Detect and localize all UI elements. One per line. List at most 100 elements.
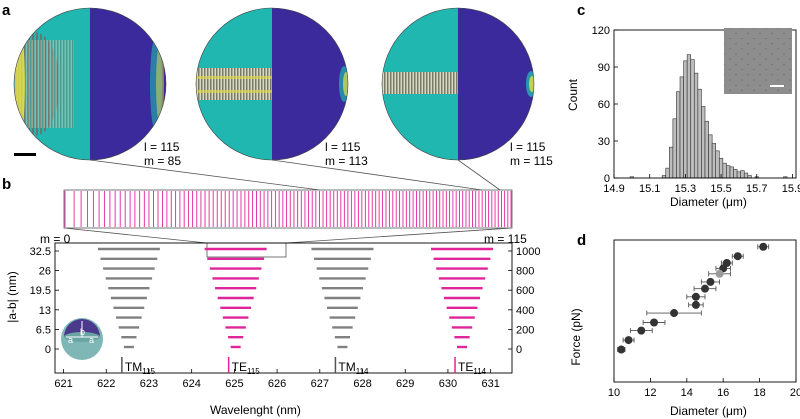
histogram-bar bbox=[711, 143, 717, 179]
histogram-bar bbox=[683, 60, 688, 179]
panel-b: 621 622 623 624 625 626 627 628 629 630 631 32.5 26… bbox=[30, 189, 540, 390]
data-point bbox=[733, 252, 742, 261]
histogram-bar bbox=[676, 91, 681, 179]
panel-d-xlabel: Diameter (μm) bbox=[670, 404, 747, 418]
histogram-bar bbox=[690, 59, 695, 179]
data-point bbox=[691, 292, 700, 301]
panel-b-xticks: 621 622 623 624 625 626 627 628 629 630 631 bbox=[54, 369, 500, 390]
histogram-bar bbox=[679, 76, 684, 179]
sem-inset bbox=[724, 28, 792, 94]
x-tick-label: 14.9 bbox=[603, 183, 624, 195]
histogram-bar bbox=[722, 162, 727, 179]
x-tick-label: 15.3 bbox=[675, 183, 696, 195]
data-point bbox=[670, 309, 679, 318]
x-tick-label: 624 bbox=[182, 378, 200, 390]
data-point bbox=[715, 269, 724, 278]
y-tick-label-left: 19.5 bbox=[30, 285, 51, 297]
inset-label-b: b bbox=[80, 327, 86, 337]
histogram-bar bbox=[715, 150, 720, 179]
x-tick-label: 14 bbox=[681, 387, 693, 399]
y-tick-label-left: 13 bbox=[39, 305, 51, 317]
histogram-bar bbox=[743, 172, 749, 179]
panel-label-a: a bbox=[2, 2, 11, 19]
panel-a-modes bbox=[13, 7, 535, 191]
histogram-bar bbox=[669, 146, 674, 179]
data-point bbox=[706, 277, 715, 286]
panel-c-histogram: 14.9 15.1 15.3 15.5 15.7 15.9 0 30 60 90 120 bbox=[592, 25, 800, 195]
mode-3-m: m = 115 bbox=[510, 154, 553, 168]
mode-2-m: m = 113 bbox=[325, 154, 368, 168]
sphere-inset bbox=[61, 318, 103, 360]
histogram-bar bbox=[697, 88, 702, 179]
mode-group-label: TM114 bbox=[338, 360, 369, 376]
histogram-bar bbox=[686, 54, 692, 179]
panel-b-axes bbox=[54, 242, 513, 374]
panel-label-b: b bbox=[2, 176, 12, 193]
y-tick-label: 90 bbox=[598, 62, 610, 74]
data-point bbox=[624, 336, 633, 345]
x-tick-label: 12 bbox=[644, 387, 656, 399]
mode-3-l: l = 115 bbox=[510, 140, 546, 154]
mode-group-label: TM115 bbox=[125, 360, 156, 376]
x-tick-label: 626 bbox=[268, 378, 286, 390]
y-tick-label-left: 32.5 bbox=[30, 246, 51, 258]
mode-disk-3 bbox=[382, 8, 534, 160]
inset-label-a2: a bbox=[89, 335, 95, 345]
x-tick-label: 20 bbox=[790, 387, 800, 399]
y-tick-label-right: 600 bbox=[516, 285, 534, 297]
x-tick-label: 627 bbox=[311, 378, 329, 390]
mode-2-l: l = 115 bbox=[325, 140, 361, 154]
data-point bbox=[617, 345, 626, 354]
histogram-bar bbox=[740, 170, 745, 179]
mode-groups: TM115 TE115 TM114 TE114 bbox=[97, 247, 494, 376]
y-tick-label-right: 0 bbox=[516, 344, 522, 356]
mode-disk-1 bbox=[14, 8, 166, 160]
spectrum-lines bbox=[64, 191, 512, 227]
y-tick-label: 60 bbox=[598, 99, 610, 111]
y-tick-label-left: 6.5 bbox=[36, 324, 51, 336]
panel-b-xlabel: Wavelenght (nm) bbox=[210, 403, 301, 417]
histogram-bar bbox=[729, 166, 734, 179]
x-tick-label: 625 bbox=[225, 378, 243, 390]
histogram-bar bbox=[672, 118, 677, 179]
x-tick-label: 18 bbox=[753, 387, 765, 399]
data-point bbox=[637, 326, 646, 335]
y-tick-label: 120 bbox=[592, 25, 610, 37]
data-point bbox=[650, 318, 659, 327]
data-point bbox=[691, 300, 700, 309]
y-tick-label-right: 800 bbox=[516, 266, 534, 278]
x-tick-label: 631 bbox=[481, 378, 499, 390]
x-tick-label: 10 bbox=[608, 387, 620, 399]
panel-c-xlabel: Diameter (μm) bbox=[670, 195, 747, 209]
y-tick-label-left: 26 bbox=[39, 266, 51, 278]
scale-bar bbox=[14, 153, 36, 156]
x-tick-label: 621 bbox=[54, 378, 72, 390]
panel-b-ylabel: |a-b| (nm) bbox=[5, 271, 19, 323]
histogram-bar bbox=[701, 106, 706, 179]
y-tick-label-right: 200 bbox=[516, 324, 534, 336]
x-tick-label: 629 bbox=[396, 378, 414, 390]
y-tick-label: 30 bbox=[598, 136, 610, 148]
x-tick-label: 623 bbox=[140, 378, 158, 390]
m-start-label: m = 0 bbox=[40, 232, 71, 246]
x-tick-label: 622 bbox=[97, 378, 115, 390]
histogram-bar bbox=[704, 120, 709, 179]
histogram-bar bbox=[693, 72, 699, 179]
panel-c-ylabel: Count bbox=[566, 78, 580, 112]
x-tick-label: 16 bbox=[717, 387, 729, 399]
histogram-bar bbox=[665, 167, 670, 179]
y-tick-label-left: 0 bbox=[45, 344, 51, 356]
x-tick-label: 15.5 bbox=[710, 183, 731, 195]
panel-d-ylabel: Force (pN) bbox=[569, 308, 583, 366]
data-point bbox=[701, 284, 709, 293]
x-tick-label: 15.9 bbox=[782, 183, 800, 195]
mode-1-l: l = 115 bbox=[144, 140, 180, 154]
y-tick-label-right: 400 bbox=[516, 305, 534, 317]
histogram-bar bbox=[733, 169, 738, 179]
mode-group-label: TE114 bbox=[458, 360, 487, 376]
y-tick-label-right: 1000 bbox=[516, 246, 540, 258]
inset-label-a1: a bbox=[68, 335, 74, 345]
m-end-label: m = 115 bbox=[484, 232, 527, 246]
spectrum-strip bbox=[63, 189, 513, 229]
panel-label-c: c bbox=[577, 2, 586, 19]
